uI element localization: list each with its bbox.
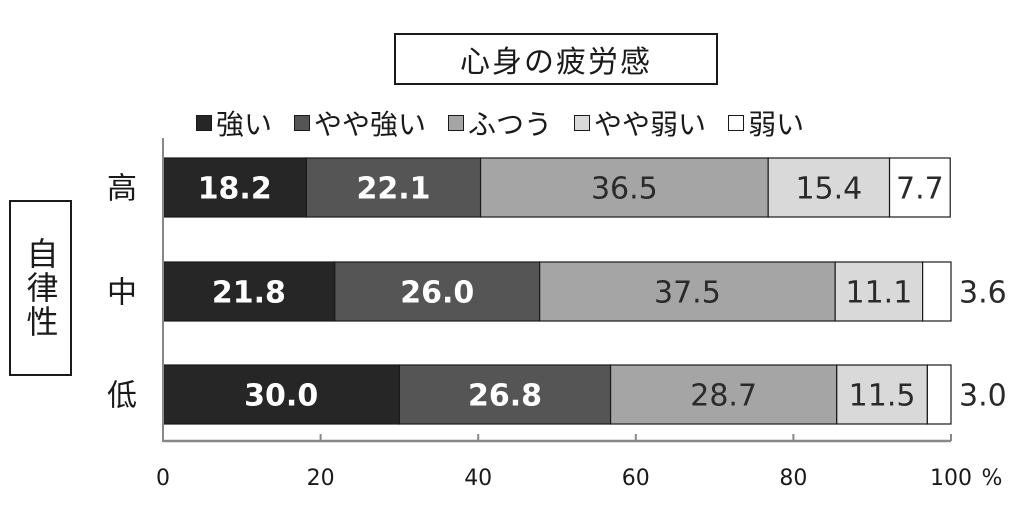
legend-label: 強い	[216, 108, 273, 141]
legend-swatch	[728, 115, 745, 131]
data-label: 28.7	[690, 379, 757, 414]
x-tick-label: 60	[622, 466, 650, 491]
x-tick-label: 0	[156, 466, 170, 491]
legend-item: 強い	[196, 103, 272, 143]
legend-item: やや弱い	[574, 103, 706, 143]
bar-segment	[162, 261, 336, 322]
chart-title-text: 心身の疲労感	[460, 45, 652, 80]
bar-segment	[926, 364, 952, 425]
bar-segment	[836, 364, 928, 425]
y-axis-label: 自律性	[21, 237, 60, 339]
legend: 強い やや強い ふつう やや弱い 弱い	[196, 103, 826, 143]
data-label: 7.7	[896, 172, 944, 207]
bar-segment	[767, 157, 891, 218]
data-label: 37.5	[654, 276, 721, 311]
legend-label: やや弱い	[594, 108, 707, 141]
legend-item: やや強い	[294, 103, 426, 143]
legend-swatch	[294, 115, 311, 131]
data-label: 30.0	[244, 379, 318, 414]
data-label: 18.2	[198, 172, 272, 207]
bar-segment	[398, 364, 612, 425]
legend-swatch	[448, 115, 465, 131]
legend-label: ふつう	[468, 108, 553, 141]
chart-title: 心身の疲労感	[394, 33, 718, 85]
legend-label: 弱い	[748, 108, 805, 141]
x-tick-label: 20	[307, 466, 335, 491]
data-label: 3.6	[959, 276, 1007, 311]
x-tick-label: 40	[464, 466, 492, 491]
y-axis-label-box: 自律性	[9, 200, 72, 376]
data-label: 22.1	[356, 172, 430, 207]
bar-segment	[162, 364, 400, 425]
legend-swatch	[196, 115, 212, 131]
data-label: 11.1	[845, 276, 912, 311]
legend-item: 弱い	[728, 103, 804, 143]
legend-label: やや強い	[314, 108, 427, 141]
x-axis-unit: %	[982, 466, 1003, 491]
bar-segment	[609, 364, 838, 425]
category-label: 中	[107, 276, 137, 311]
bar-segment	[479, 157, 769, 218]
legend-swatch	[574, 115, 591, 131]
bar-segment	[922, 261, 952, 322]
data-label: 11.5	[849, 379, 916, 414]
data-label: 21.8	[212, 276, 286, 311]
data-label: 15.4	[795, 172, 862, 207]
data-label: 36.5	[591, 172, 658, 207]
x-tick-label: 100	[930, 466, 972, 491]
data-label: 26.8	[468, 379, 542, 414]
data-label: 3.0	[959, 379, 1007, 414]
bar-segment	[539, 261, 836, 322]
legend-item: ふつう	[448, 103, 552, 143]
bar-segment	[162, 157, 308, 218]
x-tick-label: 80	[779, 466, 807, 491]
category-label: 低	[107, 379, 137, 414]
bar-segment	[888, 157, 951, 218]
data-label: 26.0	[400, 276, 474, 311]
category-label: 高	[107, 172, 137, 207]
bar-segment	[305, 157, 482, 218]
